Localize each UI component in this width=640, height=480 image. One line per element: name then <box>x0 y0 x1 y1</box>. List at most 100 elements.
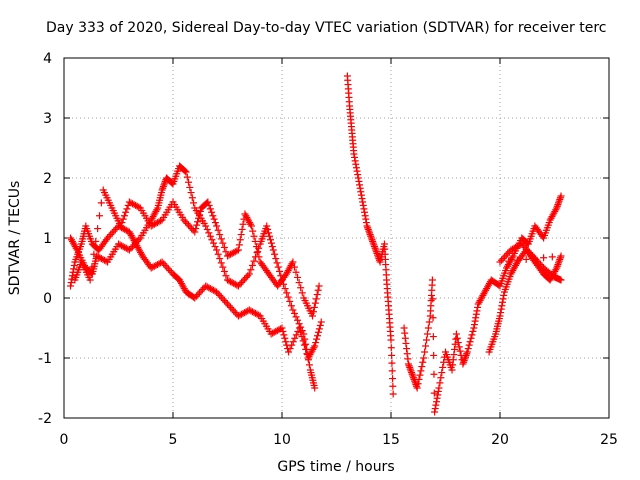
data-point <box>70 265 78 273</box>
data-point <box>253 249 261 257</box>
grid-lines <box>64 58 609 418</box>
data-point <box>236 236 244 244</box>
data-point <box>510 244 518 252</box>
data-point <box>282 338 290 346</box>
data-point <box>199 285 207 293</box>
data-point <box>236 311 244 319</box>
data-point <box>449 361 457 369</box>
data-point <box>364 224 372 232</box>
data-point <box>300 341 308 349</box>
data-point <box>86 276 94 284</box>
data-point <box>224 252 231 260</box>
data-point <box>388 351 396 359</box>
data-point <box>104 234 112 242</box>
data-point <box>235 241 243 249</box>
data-point <box>213 222 221 230</box>
y-tick-label: 2 <box>43 171 52 187</box>
data-point <box>311 384 319 392</box>
data-point <box>119 215 127 223</box>
data-point <box>556 255 564 263</box>
data-point <box>289 258 297 266</box>
data-point <box>204 198 212 206</box>
data-point <box>155 218 163 226</box>
data-point <box>87 269 95 277</box>
data-point <box>289 338 297 346</box>
data-point <box>245 270 253 278</box>
data-point <box>292 331 300 339</box>
data-point <box>519 242 527 250</box>
data-point <box>284 293 292 301</box>
data-point <box>135 203 143 211</box>
data-point <box>365 227 373 235</box>
data-point <box>247 220 255 228</box>
data-point <box>238 310 246 318</box>
data-point <box>208 208 216 216</box>
data-point <box>191 228 199 236</box>
data-point <box>498 302 506 310</box>
data-point <box>499 255 507 263</box>
data-point <box>92 237 100 245</box>
data-point <box>250 257 258 265</box>
data-point <box>403 345 411 353</box>
data-point <box>352 160 360 168</box>
data-point <box>117 222 125 230</box>
y-tick-label: 1 <box>43 231 52 247</box>
data-point <box>181 218 189 226</box>
data-point <box>302 340 310 348</box>
data-point <box>310 303 318 311</box>
data-point <box>362 215 370 223</box>
data-point <box>429 333 437 341</box>
data-point <box>499 295 507 303</box>
x-tick-label: 20 <box>491 432 509 448</box>
data-point <box>555 257 563 265</box>
data-point <box>448 366 456 374</box>
data-point <box>280 331 288 339</box>
data-point <box>228 305 236 313</box>
data-point <box>430 370 438 378</box>
data-point <box>237 231 245 239</box>
data-point <box>123 205 131 213</box>
data-point <box>533 257 541 265</box>
data-point <box>554 201 562 209</box>
data-point <box>120 212 128 220</box>
data-point <box>359 198 367 206</box>
data-point <box>438 369 446 377</box>
data-point <box>231 248 239 256</box>
data-point <box>555 199 563 207</box>
y-tick-label: 4 <box>43 51 52 67</box>
data-point <box>183 173 191 181</box>
data-point <box>407 367 415 375</box>
data-point <box>414 380 422 388</box>
data-point <box>111 225 119 233</box>
data-point <box>360 205 368 213</box>
data-point <box>97 255 105 263</box>
data-point <box>225 277 233 285</box>
data-point <box>304 356 312 364</box>
data-point <box>254 248 262 256</box>
data-point <box>220 267 228 275</box>
data-point <box>388 359 396 367</box>
data-point <box>203 225 211 233</box>
data-point <box>433 394 441 402</box>
data-point <box>133 202 141 210</box>
data-point <box>355 177 363 185</box>
data-point <box>214 250 222 258</box>
data-point <box>417 367 425 375</box>
data-point <box>359 201 367 209</box>
data-point <box>255 253 263 261</box>
data-point <box>555 197 563 205</box>
data-point <box>211 243 219 251</box>
data-point <box>180 216 188 224</box>
data-point <box>470 321 478 329</box>
data-point <box>292 313 300 321</box>
data-point <box>244 272 252 280</box>
data-point <box>315 282 323 290</box>
y-axis-label: SDTVAR / TECUs <box>7 181 23 296</box>
x-tick-label: 25 <box>600 432 618 448</box>
data-point <box>416 371 424 379</box>
data-point <box>267 239 275 247</box>
data-point <box>108 229 116 237</box>
data-point <box>266 232 274 240</box>
y-tick-label: -1 <box>38 351 52 367</box>
data-point <box>452 330 460 338</box>
